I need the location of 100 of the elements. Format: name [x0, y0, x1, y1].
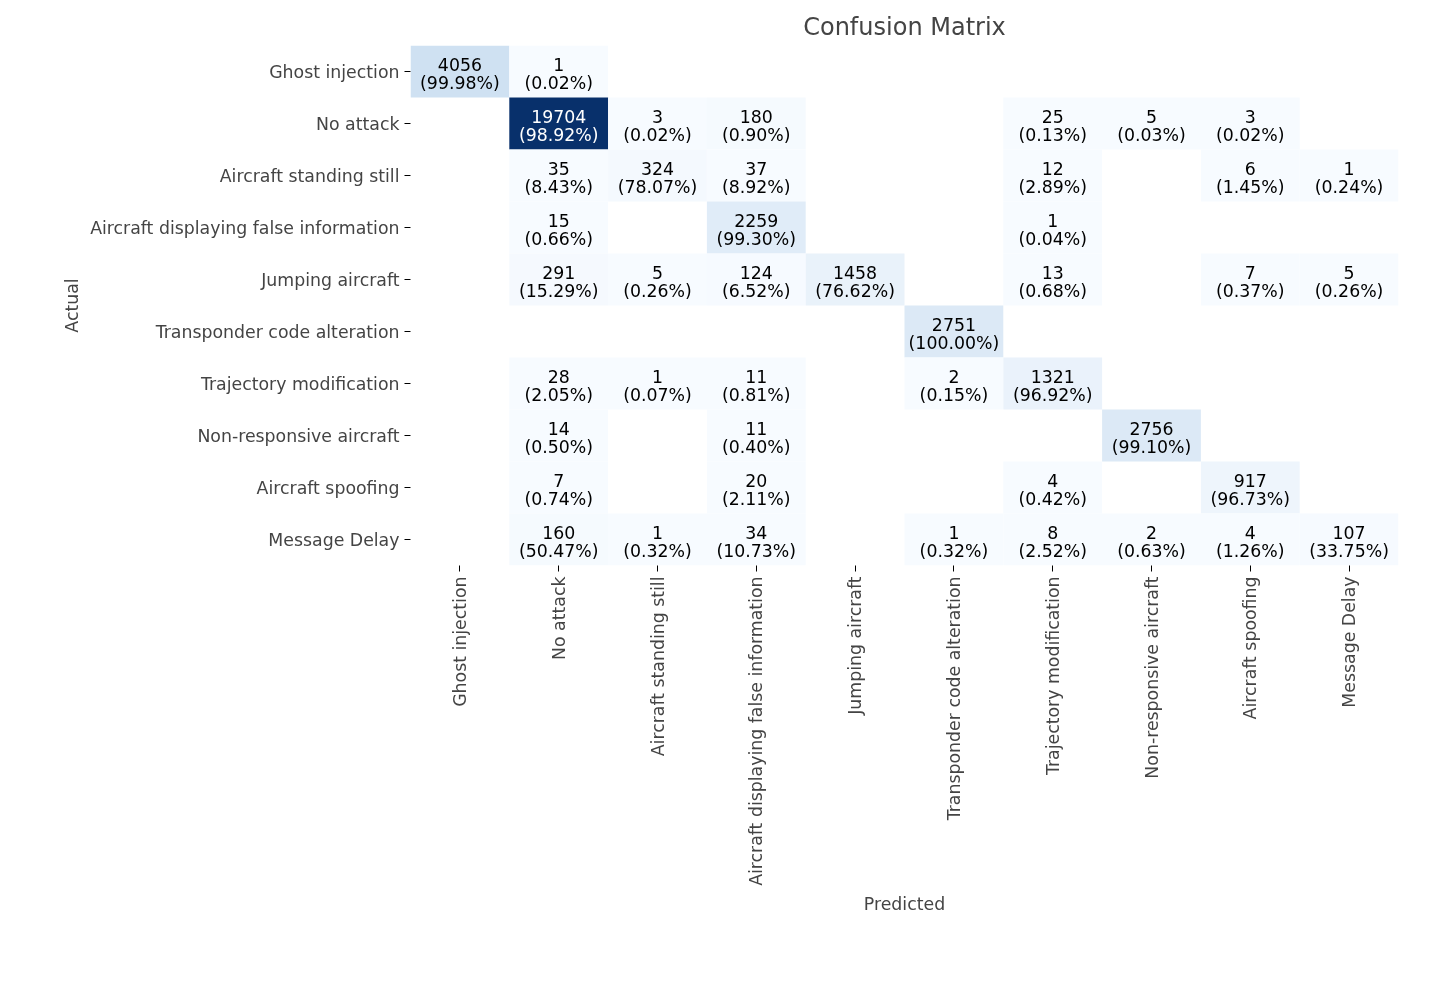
data-label: 4056: [437, 54, 482, 75]
annotation: (0.74%): [524, 488, 593, 509]
x-tick-label: Transponder code alteration: [943, 576, 964, 822]
data-label: 2259: [734, 210, 779, 231]
data-label: 5: [1343, 262, 1355, 283]
data-label: 25: [1041, 106, 1064, 127]
data-label: 917: [1233, 470, 1267, 491]
annotation: (15.29%): [518, 280, 599, 301]
y-tick-label: Ghost injection: [269, 61, 400, 82]
data-label: 160: [542, 522, 576, 543]
data-label: 1: [651, 522, 664, 543]
x-tick-label: Aircraft spoofing: [1240, 576, 1261, 720]
x-tick-label: Aircraft displaying false information: [746, 576, 767, 886]
data-label: 12: [1041, 158, 1064, 179]
y-tick-label: Trajectory modification: [199, 373, 400, 394]
annotation: (99.30%): [716, 228, 797, 249]
annotation: (8.92%): [722, 176, 791, 197]
data-label: 1: [553, 54, 565, 75]
data-label: 2: [1145, 522, 1158, 543]
annotation: (0.02%): [524, 72, 593, 93]
x-tick-label: Non-responsive aircraft: [1141, 576, 1162, 779]
annotation: (0.68%): [1018, 280, 1087, 301]
data-label: 2756: [1129, 418, 1174, 439]
data-label: 15: [547, 210, 570, 231]
annotation: (6.52%): [722, 280, 791, 301]
annotation: (0.15%): [919, 384, 989, 405]
data-label: 4: [1244, 522, 1256, 543]
data-label: 13: [1041, 262, 1064, 283]
data-label: 11: [745, 366, 768, 387]
annotation: (0.07%): [623, 384, 692, 405]
y-tick-label: Aircraft spoofing: [256, 477, 400, 498]
data-label: 324: [640, 158, 675, 179]
data-label: 20: [745, 470, 768, 491]
data-label: 35: [547, 158, 570, 179]
annotation: (0.03%): [1117, 124, 1186, 145]
data-label: 1: [1047, 210, 1059, 231]
annotation: (50.47%): [518, 540, 599, 561]
annotation: (1.26%): [1216, 540, 1285, 561]
annotation: (1.45%): [1216, 176, 1285, 197]
data-label: 291: [542, 262, 576, 283]
annotation: (0.90%): [722, 124, 791, 145]
data-label: 1321: [1030, 366, 1075, 387]
chart-title: Confusion Matrix: [803, 12, 1006, 41]
annotation: (0.50%): [524, 436, 593, 457]
y-tick-label: Aircraft displaying false information: [90, 217, 400, 238]
annotation: (96.92%): [1012, 384, 1093, 405]
data-label: 3: [651, 106, 664, 127]
y-tick-label: Jumping aircraft: [260, 269, 400, 290]
annotation: (2.52%): [1018, 540, 1087, 561]
annotation: (78.07%): [617, 176, 698, 197]
data-label: 14: [547, 418, 570, 439]
annotation: (99.10%): [1111, 436, 1192, 457]
annotation: (0.37%): [1216, 280, 1285, 301]
annotation: (2.89%): [1018, 176, 1087, 197]
annotation: (2.05%): [524, 384, 593, 405]
annotation: (0.26%): [1314, 280, 1384, 301]
data-label: 180: [739, 106, 773, 127]
annotation: (100.00%): [908, 332, 1000, 353]
data-label: 8: [1047, 522, 1059, 543]
y-tick-label: Transponder code alteration: [154, 321, 400, 342]
annotation: (98.92%): [518, 124, 599, 145]
x-tick-label: Message Delay: [1339, 576, 1360, 708]
data-label: 107: [1332, 522, 1366, 543]
x-tick-label: Aircraft standing still: [647, 576, 668, 757]
annotation: (33.75%): [1309, 540, 1389, 561]
y-tick-label: Message Delay: [268, 529, 400, 550]
data-label: 4: [1047, 470, 1059, 491]
x-tick-label: No attack: [548, 576, 569, 660]
annotation: (76.62%): [815, 280, 895, 301]
annotation: (0.13%): [1018, 124, 1087, 145]
y-axis-title: Actual: [62, 278, 83, 333]
annotation: (0.02%): [623, 124, 692, 145]
annotation: (0.26%): [623, 280, 692, 301]
annotation: (99.98%): [420, 72, 500, 93]
annotation: (0.81%): [722, 384, 791, 405]
y-tick-label: Aircraft standing still: [219, 165, 400, 186]
data-label: 5: [1145, 106, 1158, 127]
x-tick-label: Trajectory modification: [1042, 576, 1063, 777]
annotation: (0.42%): [1018, 488, 1087, 509]
data-label: 34: [745, 522, 768, 543]
annotation: (96.73%): [1210, 488, 1291, 509]
data-label: 1: [1343, 158, 1355, 179]
data-label: 1: [651, 366, 664, 387]
data-label: 7: [553, 470, 565, 491]
data-label: 2751: [931, 314, 976, 335]
annotation: (0.24%): [1314, 176, 1384, 197]
data-label: 1: [948, 522, 960, 543]
x-axis-title: Predicted: [863, 893, 946, 914]
annotation: (10.73%): [716, 540, 797, 561]
data-label: 28: [547, 366, 570, 387]
data-label: 1458: [833, 262, 878, 283]
annotation: (2.11%): [722, 488, 791, 509]
annotation: (0.66%): [524, 228, 593, 249]
annotation: (0.40%): [722, 436, 791, 457]
x-tick-label: Jumping aircraft: [845, 576, 866, 716]
data-label: 19704: [531, 106, 587, 127]
data-label: 11: [745, 418, 768, 439]
annotation: (8.43%): [524, 176, 593, 197]
annotation: (0.04%): [1018, 228, 1087, 249]
data-label: 2: [948, 366, 960, 387]
